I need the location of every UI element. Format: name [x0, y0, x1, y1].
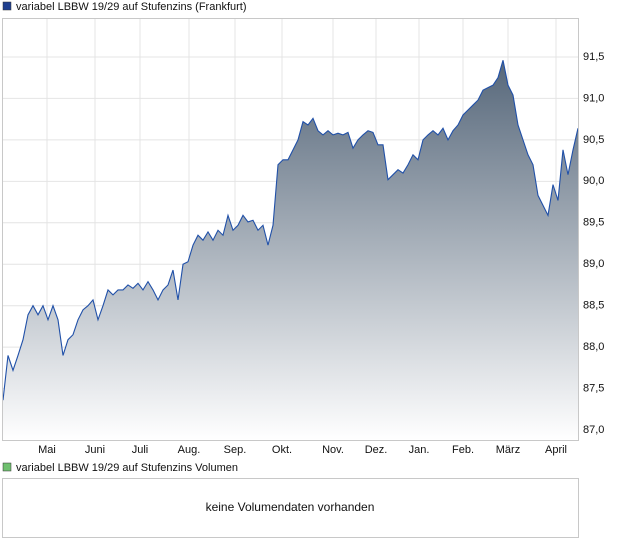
legend-marker: [2, 1, 12, 11]
price-plot: [2, 18, 579, 440]
price-area: [3, 60, 578, 440]
y-tick-label: 91,5: [583, 51, 604, 63]
volume-title: variabel LBBW 19/29 auf Stufenzins Volum…: [16, 462, 238, 474]
y-tick-label: 90,5: [583, 134, 604, 146]
x-tick-label: Juni: [85, 444, 105, 456]
chart-title: variabel LBBW 19/29 auf Stufenzins (Fran…: [16, 1, 247, 13]
x-tick-label: Okt.: [272, 444, 292, 456]
volume-frame: [2, 478, 579, 538]
legend-marker: [2, 462, 12, 472]
x-tick-label: März: [496, 444, 520, 456]
x-tick-label: Nov.: [322, 444, 344, 456]
y-tick-label: 89,5: [583, 217, 604, 229]
x-tick-label: Mai: [38, 444, 56, 456]
y-tick-label: 87,0: [583, 424, 604, 436]
x-tick-label: Feb.: [452, 444, 474, 456]
no-data-message: keine Volumendaten vorhanden: [206, 500, 375, 514]
y-tick-label: 90,0: [583, 175, 604, 187]
price-line: [2, 60, 579, 401]
x-tick-label: Sep.: [224, 444, 247, 456]
x-tick-label: Aug.: [178, 444, 201, 456]
y-tick-label: 88,0: [583, 341, 604, 353]
y-tick-label: 91,0: [583, 92, 604, 104]
x-tick-label: April: [545, 444, 567, 456]
y-tick-label: 89,0: [583, 258, 604, 270]
x-tick-label: Jan.: [409, 444, 430, 456]
plot-frame: [2, 18, 579, 441]
y-tick-label: 88,5: [583, 300, 604, 312]
x-tick-label: Dez.: [365, 444, 388, 456]
x-tick-label: Juli: [132, 444, 149, 456]
y-tick-label: 87,5: [583, 383, 604, 395]
